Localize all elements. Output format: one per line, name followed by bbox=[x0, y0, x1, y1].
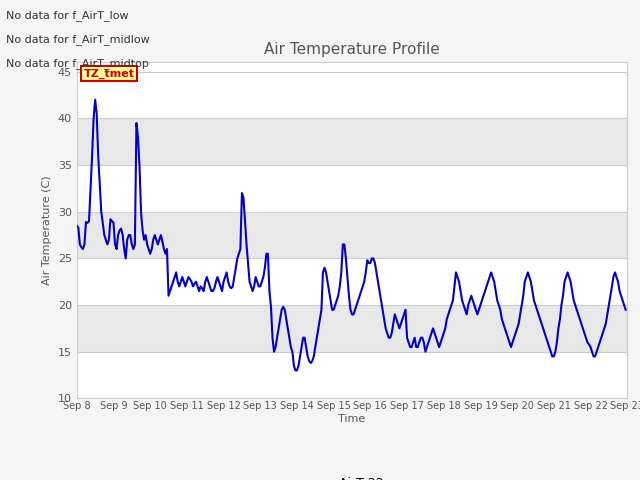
Text: TZ_tmet: TZ_tmet bbox=[83, 69, 134, 79]
Bar bbox=[77, 212, 627, 258]
Legend: AirT 22m: AirT 22m bbox=[303, 472, 401, 480]
Bar bbox=[77, 165, 627, 212]
Text: No data for f_AirT_midlow: No data for f_AirT_midlow bbox=[6, 34, 150, 45]
Text: No data for f_AirT_midtop: No data for f_AirT_midtop bbox=[6, 58, 149, 69]
Bar bbox=[77, 72, 627, 119]
Bar bbox=[77, 305, 627, 352]
Title: Air Temperature Profile: Air Temperature Profile bbox=[264, 42, 440, 57]
Y-axis label: Air Temperature (C): Air Temperature (C) bbox=[42, 176, 52, 285]
Text: No data for f_AirT_low: No data for f_AirT_low bbox=[6, 10, 129, 21]
Bar bbox=[77, 258, 627, 305]
X-axis label: Time: Time bbox=[339, 414, 365, 424]
Bar bbox=[77, 119, 627, 165]
Bar bbox=[77, 352, 627, 398]
